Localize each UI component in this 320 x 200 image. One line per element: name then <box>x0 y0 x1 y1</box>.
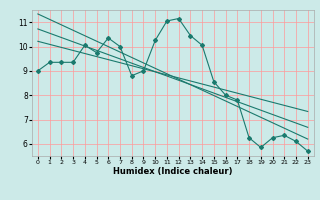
X-axis label: Humidex (Indice chaleur): Humidex (Indice chaleur) <box>113 167 233 176</box>
